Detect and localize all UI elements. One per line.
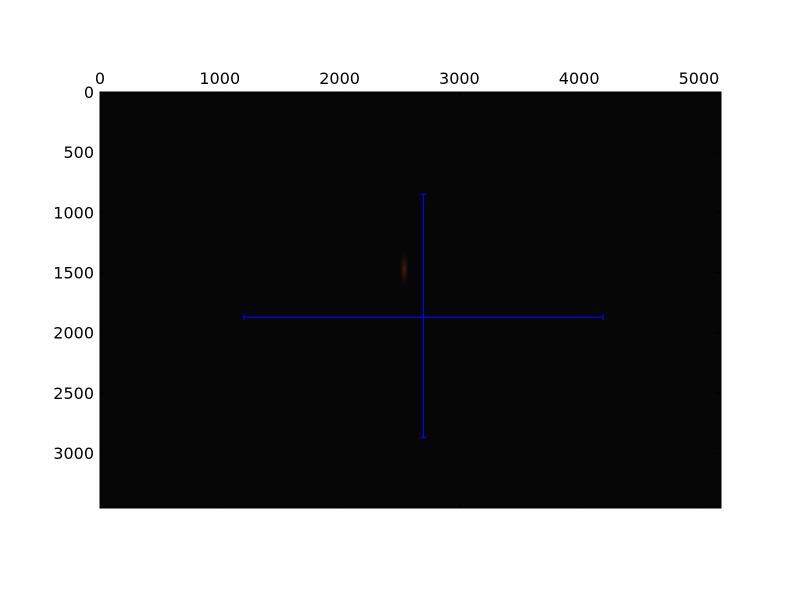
x-tick-label: 2000 xyxy=(319,69,360,88)
y-tick-label: 1000 xyxy=(53,203,94,222)
x-tick-label: 0 xyxy=(95,69,105,88)
background-image xyxy=(100,92,721,508)
y-tick-label: 2500 xyxy=(53,384,94,403)
x-tick-label: 5000 xyxy=(679,69,720,88)
y-axis-ticks: 0 500 1000 1500 2000 2500 3000 xyxy=(53,83,721,463)
axes-frame xyxy=(99,91,722,509)
x-tick-label: 4000 xyxy=(559,69,600,88)
x-tick-label: 1000 xyxy=(199,69,240,88)
faint-streak xyxy=(399,248,410,289)
y-tick-label: 2000 xyxy=(53,324,94,343)
x-tick-label: 3000 xyxy=(439,69,480,88)
y-tick-label: 500 xyxy=(63,143,94,162)
y-tick-label: 3000 xyxy=(53,444,94,463)
y-tick-label: 1500 xyxy=(53,264,94,283)
dark-photo xyxy=(100,92,721,508)
y-tick-label: 0 xyxy=(84,83,94,102)
x-axis-ticks: 0 1000 2000 3000 4000 5000 xyxy=(95,69,719,508)
errorbar-layer xyxy=(243,193,604,439)
